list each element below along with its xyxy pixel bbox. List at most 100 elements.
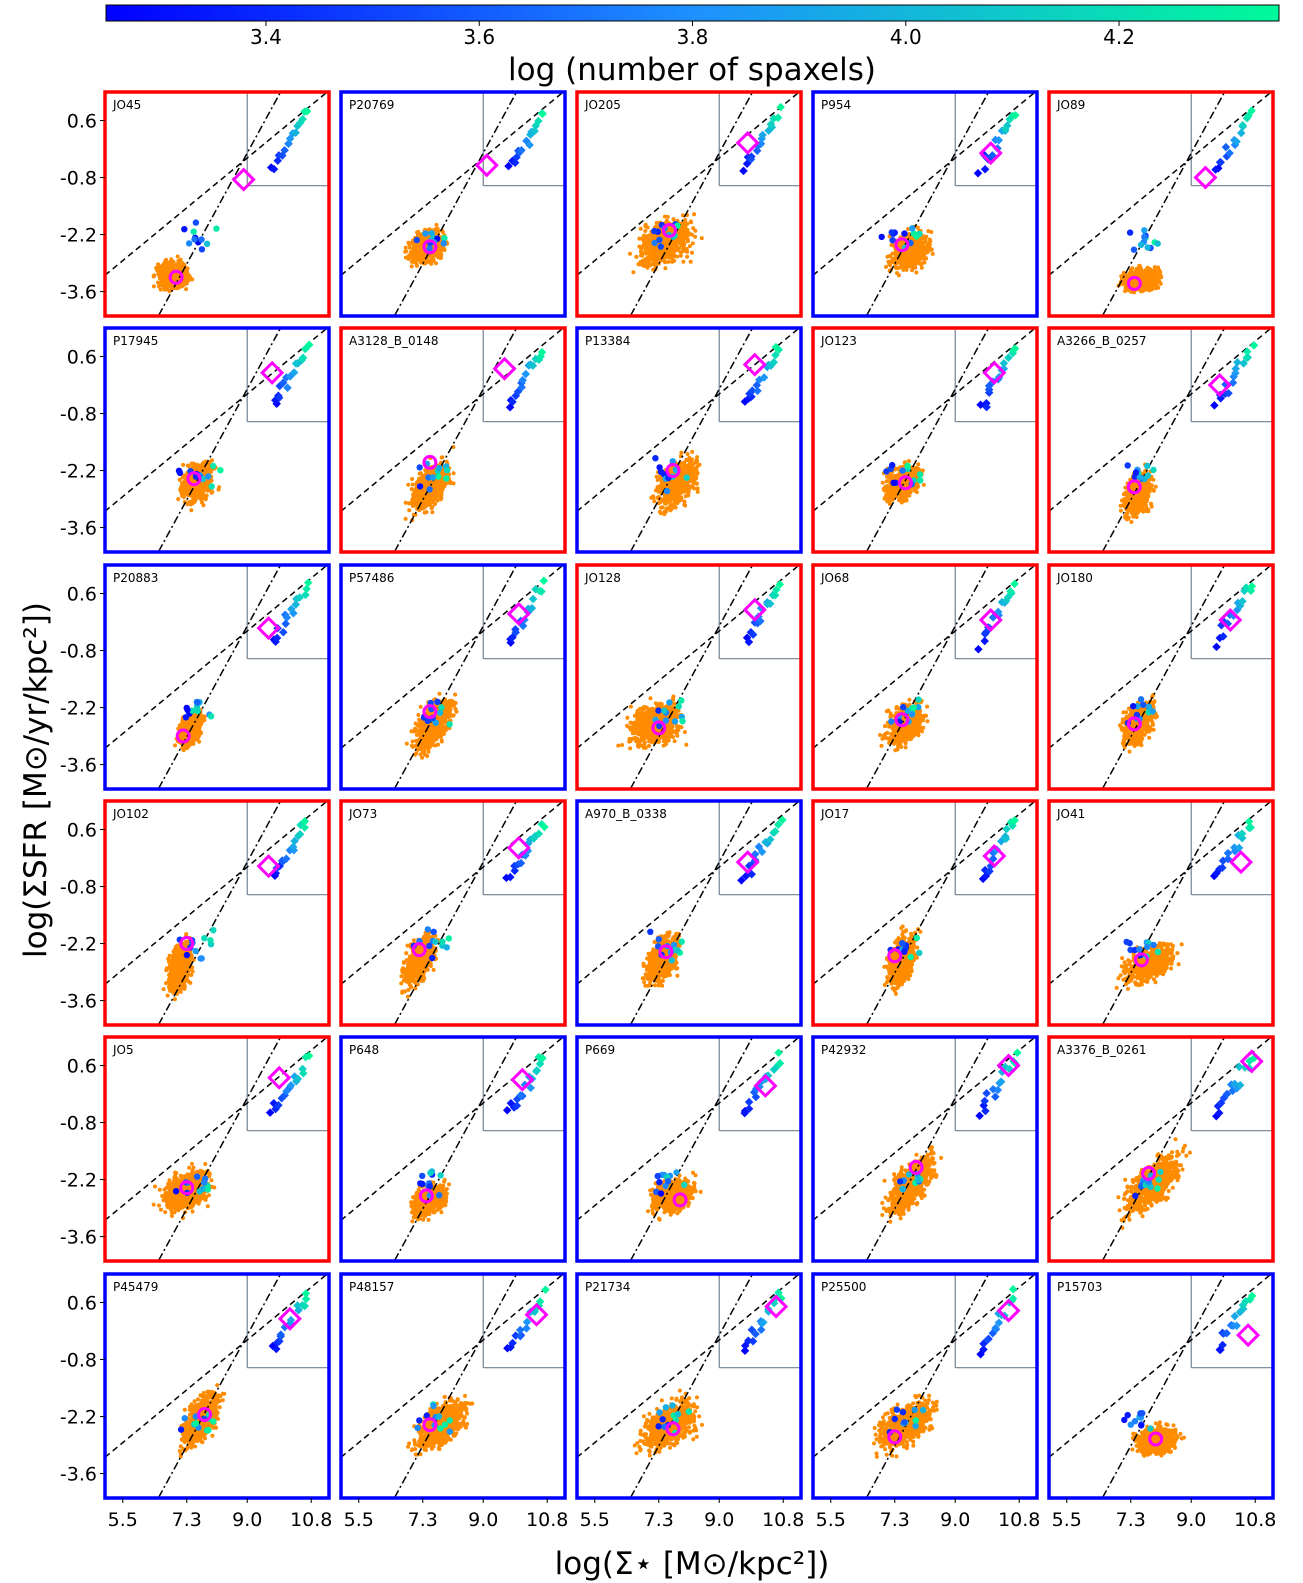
galaxy-diamond-marker (492, 356, 517, 381)
spaxel-point (427, 498, 432, 503)
spaxel-point (421, 506, 425, 511)
binned-point (1238, 121, 1247, 130)
spaxel-point (1147, 288, 1152, 293)
panel-frame (103, 90, 331, 318)
binned-point (304, 340, 314, 349)
galaxy-diamond-marker (978, 141, 1003, 166)
spaxel-point (687, 244, 692, 249)
spaxel-point (451, 445, 456, 449)
panel-P20769: P20769 (339, 90, 567, 318)
spaxel-point (434, 222, 439, 227)
spaxel-point (192, 499, 197, 504)
spaxel-cloud (884, 224, 935, 278)
binned-point (269, 164, 279, 174)
spaxel-point (927, 237, 932, 242)
panel-JO89: JO89 (1047, 90, 1275, 318)
cluster-point (217, 467, 224, 474)
spaxel-point (690, 449, 695, 454)
spaxel-point (176, 497, 181, 502)
spaxel-point (647, 233, 651, 238)
spaxel-point (438, 256, 443, 261)
spaxel-point (685, 228, 690, 232)
cluster-point (1144, 244, 1151, 251)
spaxel-point (690, 241, 695, 246)
spaxel-point (898, 259, 903, 264)
spaxel-point (439, 252, 444, 257)
panel-frame (103, 326, 331, 554)
spaxel-point (672, 253, 677, 258)
panel-plot-area (577, 328, 801, 552)
spaxel-point (670, 259, 675, 264)
spaxel-point (189, 461, 194, 466)
spaxel-point (451, 471, 456, 476)
cluster-point (198, 236, 205, 243)
comparison-points-lower (181, 219, 220, 253)
galaxy-circle-marker (661, 222, 677, 238)
spaxel-point (688, 259, 693, 264)
spaxel-point (163, 259, 168, 264)
spaxel-point (1123, 289, 1127, 294)
spaxel-point (434, 227, 438, 231)
spaxel-point (1151, 280, 1156, 285)
spaxel-point (192, 479, 197, 484)
spaxel-point (179, 266, 184, 271)
spaxel-point (180, 261, 185, 266)
binned-point (291, 128, 300, 137)
spaxel-point (180, 475, 185, 480)
spaxel-point (203, 496, 208, 501)
spaxel-point (184, 281, 189, 286)
spaxel-point (678, 227, 683, 232)
cluster-point (889, 237, 896, 244)
cluster-point (422, 230, 429, 237)
spaxel-point (922, 245, 927, 250)
spaxel-point (910, 268, 914, 273)
cluster-point (210, 462, 217, 470)
spaxel-point (664, 244, 669, 249)
spaxel-point (917, 239, 922, 244)
spaxel-point (640, 258, 645, 263)
spaxel-point (685, 233, 690, 238)
colorbar: 3.4 3.6 3.8 4.0 4.2 log (number of spaxels) (105, 4, 1280, 88)
spaxel-point (448, 479, 453, 484)
binned-point (528, 361, 538, 370)
spaxel-point (431, 495, 436, 500)
spaxel-point (642, 233, 646, 238)
spaxel-point (651, 236, 656, 241)
comparison-points-lower (1126, 227, 1161, 253)
spaxel-point (659, 233, 664, 238)
spaxel-cloud (628, 212, 704, 275)
spaxel-point (406, 240, 411, 245)
cluster-point (440, 240, 447, 247)
spaxel-point (436, 493, 441, 498)
spaxel-point (638, 244, 643, 249)
cluster-point (901, 230, 908, 237)
spaxel-point (909, 248, 914, 253)
galaxy-circle-marker (894, 237, 910, 253)
spaxel-point (419, 491, 424, 496)
spaxel-point (412, 246, 417, 251)
spaxel-point (1152, 265, 1157, 270)
comparison-points-upper (271, 340, 314, 409)
cluster-point (192, 219, 200, 226)
spaxel-point (409, 487, 414, 492)
spaxel-point (216, 487, 221, 492)
cluster-point (1141, 233, 1148, 241)
cluster-point (205, 473, 212, 480)
binned-point (508, 397, 517, 407)
spaxel-point (679, 250, 684, 255)
galaxy-circle-marker (422, 454, 438, 470)
cluster-point (656, 236, 663, 243)
spaxel-point (199, 496, 204, 500)
spaxel-point (165, 271, 170, 275)
spaxel-point (447, 472, 451, 477)
spaxel-point (631, 270, 636, 275)
colorbar-tick-label: 3.6 (463, 25, 495, 49)
cluster-point (913, 233, 920, 240)
spaxel-point (691, 226, 696, 231)
spaxel-point (920, 235, 924, 240)
galaxy-diamond-marker (474, 153, 499, 178)
cluster-point (203, 240, 211, 247)
colorbar-label: log (number of spaxels) (508, 52, 876, 88)
spaxel-point (681, 259, 686, 264)
